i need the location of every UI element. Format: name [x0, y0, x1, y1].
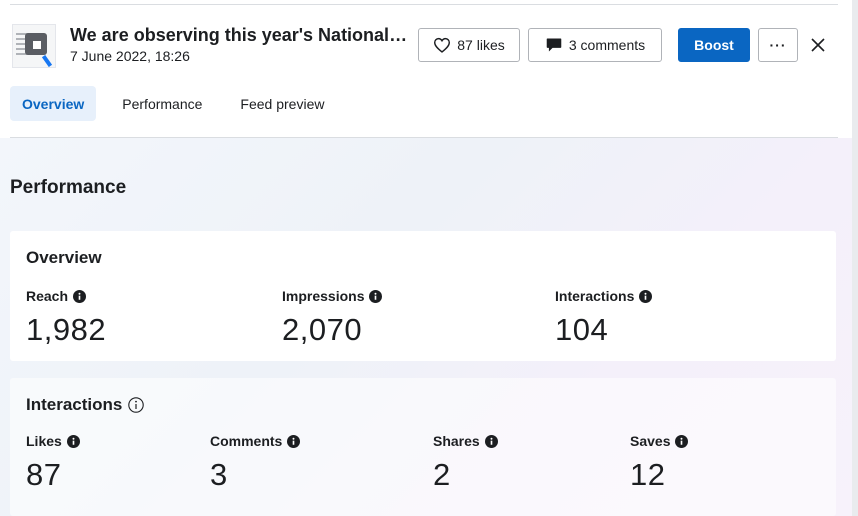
scrollbar-track[interactable]: [852, 0, 858, 516]
impressions-metric: Impressions 2,070: [282, 288, 383, 348]
tab-divider: [10, 137, 838, 138]
comments-metric: Comments 3: [210, 433, 301, 493]
saves-metric: Saves 12: [630, 433, 689, 493]
shares-label: Shares: [433, 433, 480, 449]
close-icon: [811, 38, 825, 52]
info-icon[interactable]: [287, 434, 301, 448]
likes-button[interactable]: 87 likes: [418, 28, 520, 62]
likes-count: 87 likes: [457, 37, 505, 53]
impressions-label: Impressions: [282, 288, 365, 304]
comments-label: Comments: [210, 433, 283, 449]
interactions-metric: Interactions 104: [555, 288, 653, 348]
tab-performance[interactable]: Performance: [122, 95, 203, 112]
info-outline-icon[interactable]: [128, 397, 145, 413]
impressions-value: 2,070: [282, 312, 363, 347]
shares-value: 2: [433, 457, 451, 492]
overview-card: Overview Reach 1,982 Impressions 2,070 I…: [10, 231, 836, 361]
comments-count: 3 comments: [568, 37, 646, 53]
boost-button[interactable]: Boost: [678, 28, 750, 62]
reach-value: 1,982: [26, 312, 107, 347]
info-icon[interactable]: [675, 434, 689, 448]
info-icon[interactable]: [66, 434, 80, 448]
reach-metric: Reach 1,982: [26, 288, 106, 348]
comments-value: 3: [210, 457, 228, 492]
info-icon[interactable]: [484, 434, 498, 448]
interactions-card: Interactions Likes 87 Comments 3 Shares …: [10, 378, 836, 516]
tab-overview[interactable]: Overview: [10, 86, 97, 121]
heart-outline-icon: [434, 37, 451, 53]
tab-bar: Overview Performance Feed preview: [10, 86, 350, 121]
post-date: 7 June 2022, 18:26: [70, 48, 190, 64]
likes-metric: Likes 87: [26, 433, 80, 493]
shares-metric: Shares 2: [433, 433, 498, 493]
post-header: We are observing this year's National Cl…: [0, 0, 858, 90]
tab-feed-preview[interactable]: Feed preview: [240, 95, 325, 112]
info-icon[interactable]: [639, 289, 653, 303]
likes-label: Likes: [26, 433, 62, 449]
info-icon[interactable]: [73, 289, 87, 303]
comments-button[interactable]: 3 comments: [528, 28, 662, 62]
more-options-button[interactable]: ···: [758, 28, 798, 62]
interactions-card-title: Interactions: [26, 395, 145, 415]
speech-bubble-icon: [546, 38, 562, 52]
close-button[interactable]: [808, 34, 828, 56]
performance-heading: Performance: [10, 177, 127, 198]
likes-value: 87: [26, 457, 62, 492]
interactions-value: 104: [555, 312, 609, 347]
reach-label: Reach: [26, 288, 69, 304]
post-title: We are observing this year's National Cl…: [70, 25, 410, 45]
post-thumbnail[interactable]: [12, 24, 56, 68]
top-divider: [10, 4, 838, 5]
interactions-label: Interactions: [555, 288, 635, 304]
info-icon[interactable]: [369, 289, 383, 303]
overview-card-title: Overview: [26, 248, 102, 267]
saves-label: Saves: [630, 433, 671, 449]
saves-value: 12: [630, 457, 666, 492]
